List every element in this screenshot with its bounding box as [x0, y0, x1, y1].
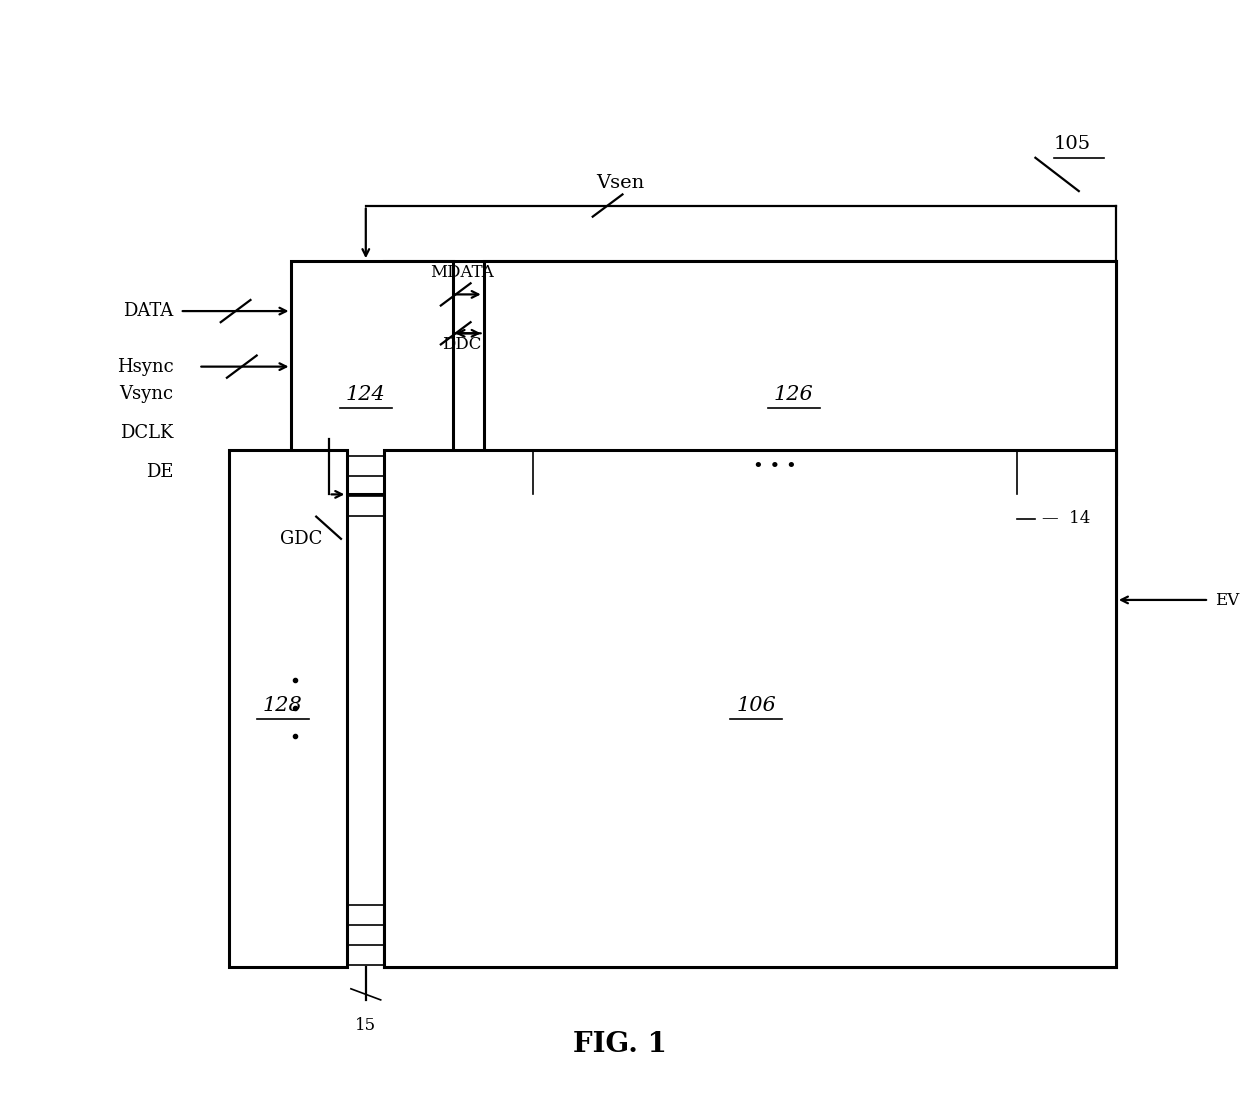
Bar [291, 261, 453, 494]
Text: 106: 106 [737, 695, 776, 715]
Bar [484, 261, 1116, 494]
Text: 15: 15 [355, 1017, 377, 1033]
Text: DDC: DDC [443, 336, 481, 352]
Text: • • •: • • • [753, 458, 797, 476]
Text: Vsen: Vsen [596, 174, 644, 192]
Text: DATA: DATA [123, 302, 174, 320]
Text: Hsync: Hsync [117, 358, 174, 376]
Text: GDC: GDC [280, 530, 322, 548]
Text: 105: 105 [1054, 136, 1091, 153]
Text: Vsync: Vsync [119, 386, 174, 403]
Bar [229, 450, 347, 967]
Bar [384, 450, 1116, 967]
Text: 124: 124 [346, 384, 386, 404]
Text: 128: 128 [263, 695, 303, 715]
Text: DE: DE [146, 463, 174, 481]
Text: EVDD,EVSS: EVDD,EVSS [1215, 591, 1240, 609]
Text: —  14: — 14 [1042, 510, 1090, 528]
Text: 126: 126 [774, 384, 813, 404]
Text: MDATA: MDATA [430, 264, 494, 281]
Bar [384, 261, 1116, 967]
Text: DCLK: DCLK [120, 424, 174, 442]
Text: FIG. 1: FIG. 1 [573, 1031, 667, 1058]
